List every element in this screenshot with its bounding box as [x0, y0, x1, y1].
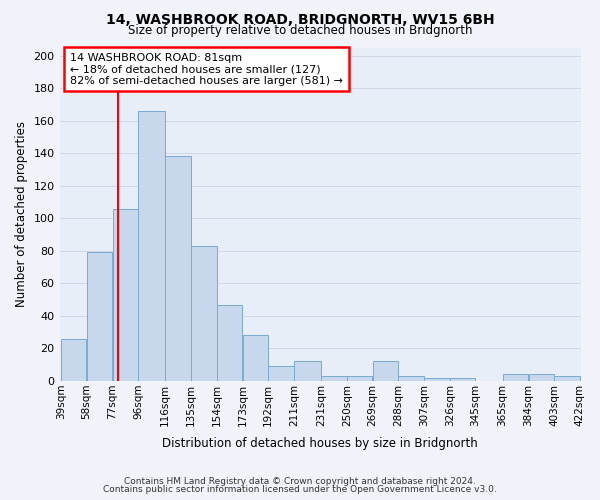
Bar	[321, 376, 347, 381]
Bar	[294, 362, 321, 381]
X-axis label: Distribution of detached houses by size in Bridgnorth: Distribution of detached houses by size …	[163, 437, 478, 450]
Bar	[113, 208, 138, 381]
Bar	[61, 338, 86, 381]
Text: Size of property relative to detached houses in Bridgnorth: Size of property relative to detached ho…	[128, 24, 472, 37]
Bar	[450, 378, 475, 381]
Text: Contains HM Land Registry data © Crown copyright and database right 2024.: Contains HM Land Registry data © Crown c…	[124, 477, 476, 486]
Text: 14, WASHBROOK ROAD, BRIDGNORTH, WV15 6BH: 14, WASHBROOK ROAD, BRIDGNORTH, WV15 6BH	[106, 12, 494, 26]
Text: Contains public sector information licensed under the Open Government Licence v3: Contains public sector information licen…	[103, 485, 497, 494]
Bar	[398, 376, 424, 381]
Bar	[166, 156, 191, 381]
Bar	[242, 336, 268, 381]
Bar	[139, 111, 165, 381]
Bar	[191, 246, 217, 381]
Text: 14 WASHBROOK ROAD: 81sqm
← 18% of detached houses are smaller (127)
82% of semi-: 14 WASHBROOK ROAD: 81sqm ← 18% of detach…	[70, 52, 343, 86]
Bar	[554, 376, 580, 381]
Bar	[87, 252, 112, 381]
Bar	[580, 378, 600, 381]
Bar	[217, 304, 242, 381]
Bar	[529, 374, 554, 381]
Bar	[503, 374, 528, 381]
Bar	[424, 378, 449, 381]
Bar	[347, 376, 373, 381]
Bar	[268, 366, 294, 381]
Bar	[373, 362, 398, 381]
Y-axis label: Number of detached properties: Number of detached properties	[15, 121, 28, 307]
